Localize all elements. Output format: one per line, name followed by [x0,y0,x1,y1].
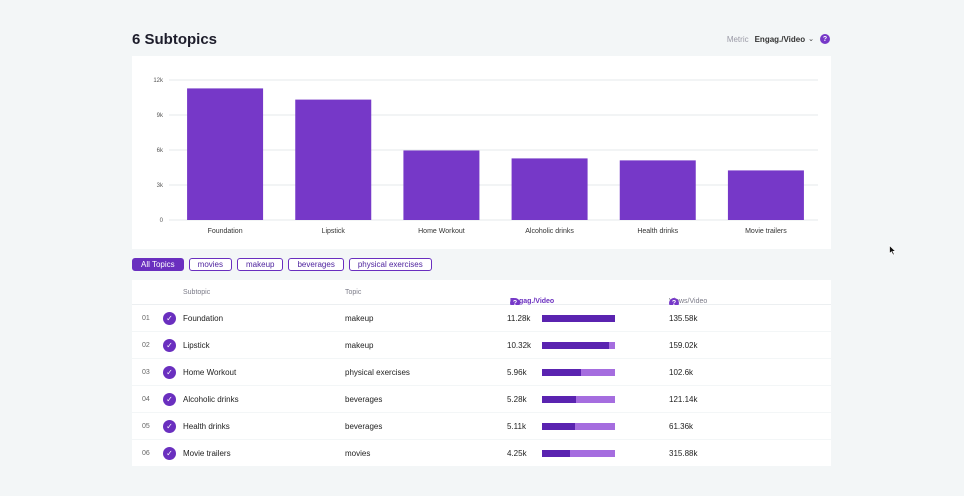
row-index: 04 [142,396,150,403]
chart-card: 0 3k 6k 9k 12k Foundation Lipstick Home Workout… [132,56,831,249]
row-index: 06 [142,450,150,457]
subtopic-name: Alcoholic drinks [183,395,239,404]
filter-chip[interactable]: makeup [237,258,284,271]
views-value: 159.02k [669,341,698,350]
chevron-down-icon: ⌄ [808,36,814,43]
page-title: 6 Subtopics [132,31,218,48]
header-engagement-label: Engag./Video [510,298,555,305]
subtopic-table: Subtopic Topic ↓ Engag./Video ? Views/Vi… [132,280,831,467]
table-row[interactable]: 05 ✓ Health drinks beverages 5.11k 61.36k [132,413,831,439]
subtopic-name: Movie trailers [183,449,231,458]
subtopic-name: Foundation [183,314,224,323]
check-icon[interactable]: ✓ [163,447,176,460]
topic-name: beverages [345,395,383,404]
engagement-value: 10.32k [507,341,532,350]
engagement-bar-fill [542,423,576,430]
x-tick-label: Alcoholic drinks [525,228,574,235]
metric-selector: Metric Engag./Video ⌄ ? [727,34,830,44]
engagement-bar [542,423,615,430]
views-value: 61.36k [669,422,694,431]
row-index: 01 [142,315,150,322]
views-value: 121.14k [669,395,698,404]
header-views-label: Views/Video [669,298,708,305]
bar[interactable] [187,88,264,221]
engagement-bar-fill [542,315,615,322]
row-index: 02 [142,342,150,349]
subtopic-name: Lipstick [183,341,210,350]
subtopic-name: Health drinks [183,422,230,431]
engagement-bar [542,450,615,457]
x-tick-label: Movie trailers [745,228,787,235]
y-tick-label: 12k [153,78,164,84]
views-value: 102.6k [669,368,694,377]
engagement-bar [542,315,615,322]
y-tick-label: 3k [157,183,164,189]
engagement-bar [542,396,615,403]
metric-dropdown[interactable]: Engag./Video ⌄ [755,35,814,44]
table-row[interactable]: 06 ✓ Movie trailers movies 4.25k 315.88k [132,440,831,466]
topic-name: beverages [345,422,383,431]
table-row[interactable]: 02 ✓ Lipstick makeup 10.32k 159.02k [132,332,831,358]
engagement-bar-fill [542,369,581,376]
engagement-bar [542,369,615,376]
filter-chip[interactable]: movies [188,258,232,271]
bar-chart: 0 3k 6k 9k 12k Foundation Lipstick Home Workout… [153,78,818,235]
views-value: 135.58k [669,314,698,323]
header-subtopic[interactable]: Subtopic [183,289,211,296]
check-icon[interactable]: ✓ [163,393,176,406]
y-tick-label: 6k [157,148,164,154]
engagement-value: 4.25k [507,449,527,458]
y-tick-label: 9k [157,113,164,119]
table-row[interactable]: 03 ✓ Home Workout physical exercises 5.96k 10… [132,359,831,385]
engagement-bar-fill [542,396,577,403]
topic-name: makeup [345,341,374,350]
metric-label: Metric [726,34,749,44]
topic-name: movies [345,449,371,458]
engagement-bar [542,342,615,349]
engagement-value: 5.28k [507,395,527,404]
row-index: 03 [142,369,150,376]
table-row[interactable]: 01 ✓ Foundation makeup 11.28k 135.58k [132,305,831,331]
filter-chip[interactable]: physical exercises [348,258,432,271]
engagement-bar-fill [542,450,570,457]
filter-chip[interactable]: All Topics [132,258,184,271]
bar[interactable] [403,150,480,220]
engagement-bar-fill [542,342,609,349]
table-header: Subtopic Topic ↓ Engag./Video ? Views/Vi… [132,280,831,308]
metric-value: Engag./Video [754,34,806,44]
help-icon[interactable]: ? [669,298,679,308]
x-tick-label: Home Workout [418,228,465,235]
engagement-value: 11.28k [507,314,531,323]
check-icon[interactable]: ✓ [163,420,176,433]
header-topic[interactable]: Topic [345,289,362,296]
y-tick-label: 0 [160,218,164,224]
check-icon[interactable]: ✓ [163,312,176,325]
check-icon[interactable]: ✓ [163,366,176,379]
x-tick-label: Lipstick [322,228,346,235]
topic-filters: All Topics movies makeup beverages physical … [132,258,432,271]
check-icon[interactable]: ✓ [163,339,176,352]
bar[interactable] [511,158,588,220]
topic-name: makeup [345,314,374,323]
table-body: 01 ✓ Foundation makeup 11.28k 135.58k 02 ✓ Lipst… [132,305,831,466]
help-icon[interactable]: ? [820,34,830,44]
bar[interactable] [295,99,372,220]
bar[interactable] [619,160,696,220]
engagement-value: 5.11k [507,422,526,431]
subtopic-name: Home Workout [183,368,237,377]
table-row[interactable]: 04 ✓ Alcoholic drinks beverages 5.28k 121.14k [132,386,831,412]
help-icon[interactable]: ? [510,298,520,308]
x-tick-label: Foundation [208,228,243,235]
x-tick-label: Health drinks [637,228,678,235]
mouse-cursor-icon [889,245,897,256]
filter-chip[interactable]: beverages [288,258,344,271]
bar[interactable] [727,170,804,220]
topic-name: physical exercises [345,368,410,377]
row-index: 05 [142,423,150,430]
engagement-value: 5.96k [507,368,527,377]
views-value: 315.88k [669,449,698,458]
